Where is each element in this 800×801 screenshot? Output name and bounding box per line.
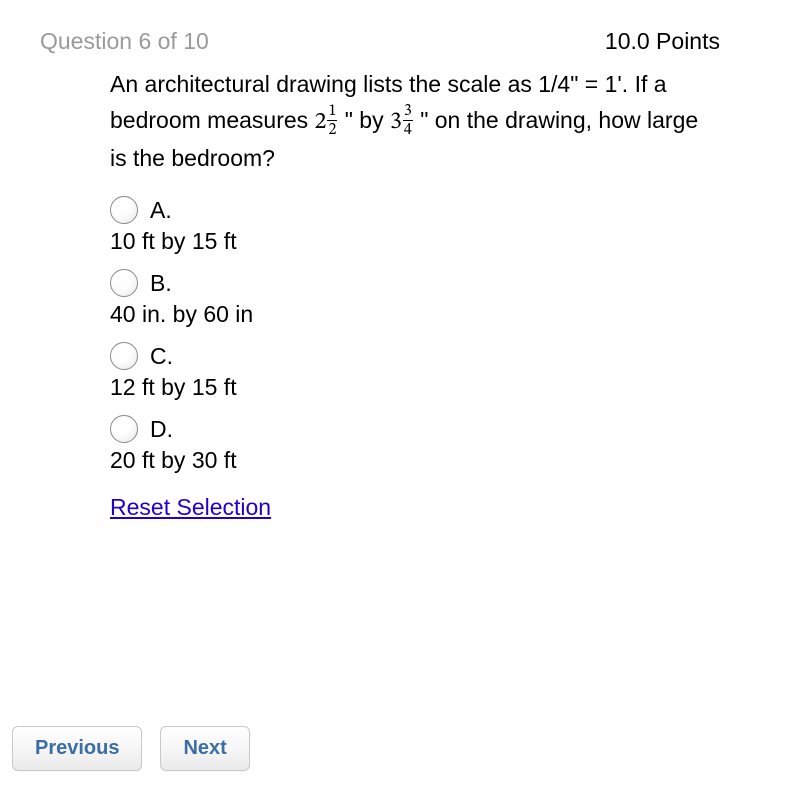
option-c-head[interactable]: C.: [110, 342, 710, 370]
question-text: An architectural drawing lists the scale…: [110, 67, 710, 176]
dim2-fraction: 34: [403, 103, 413, 138]
question-content: An architectural drawing lists the scale…: [40, 67, 760, 521]
radio-b[interactable]: [110, 269, 138, 297]
option-a: A. 10 ft by 15 ft: [110, 196, 710, 255]
dim1-numerator: 1: [327, 103, 337, 121]
option-a-text: 10 ft by 15 ft: [110, 228, 710, 255]
question-text-mid: " by: [338, 107, 390, 133]
option-d: D. 20 ft by 30 ft: [110, 415, 710, 474]
option-b-letter: B.: [150, 270, 172, 297]
radio-c[interactable]: [110, 342, 138, 370]
option-b-text: 40 in. by 60 in: [110, 301, 710, 328]
option-a-head[interactable]: A.: [110, 196, 710, 224]
points-label: 10.0 Points: [605, 28, 760, 55]
reset-selection-link[interactable]: Reset Selection: [110, 494, 271, 521]
option-d-text: 20 ft by 30 ft: [110, 447, 710, 474]
question-header: Question 6 of 10 10.0 Points: [40, 28, 760, 55]
dim2-numerator: 3: [403, 103, 413, 121]
option-b-head[interactable]: B.: [110, 269, 710, 297]
dim2-denominator: 4: [403, 121, 413, 138]
dimension-2: 334: [390, 111, 414, 134]
nav-buttons: Previous Next: [12, 726, 250, 771]
option-d-head[interactable]: D.: [110, 415, 710, 443]
dimension-1: 212: [315, 111, 339, 134]
question-number: Question 6 of 10: [40, 28, 209, 55]
options-list: A. 10 ft by 15 ft B. 40 in. by 60 in C. …: [110, 196, 710, 521]
dim1-fraction: 12: [327, 103, 337, 138]
dim2-whole: 3: [390, 110, 402, 134]
option-c: C. 12 ft by 15 ft: [110, 342, 710, 401]
option-c-text: 12 ft by 15 ft: [110, 374, 710, 401]
dim1-whole: 2: [315, 110, 327, 134]
radio-a[interactable]: [110, 196, 138, 224]
option-d-letter: D.: [150, 416, 173, 443]
quiz-container: Question 6 of 10 10.0 Points An architec…: [0, 0, 800, 801]
option-c-letter: C.: [150, 343, 173, 370]
option-b: B. 40 in. by 60 in: [110, 269, 710, 328]
next-button[interactable]: Next: [160, 726, 249, 771]
option-a-letter: A.: [150, 197, 172, 224]
previous-button[interactable]: Previous: [12, 726, 142, 771]
radio-d[interactable]: [110, 415, 138, 443]
dim1-denominator: 2: [327, 121, 337, 138]
